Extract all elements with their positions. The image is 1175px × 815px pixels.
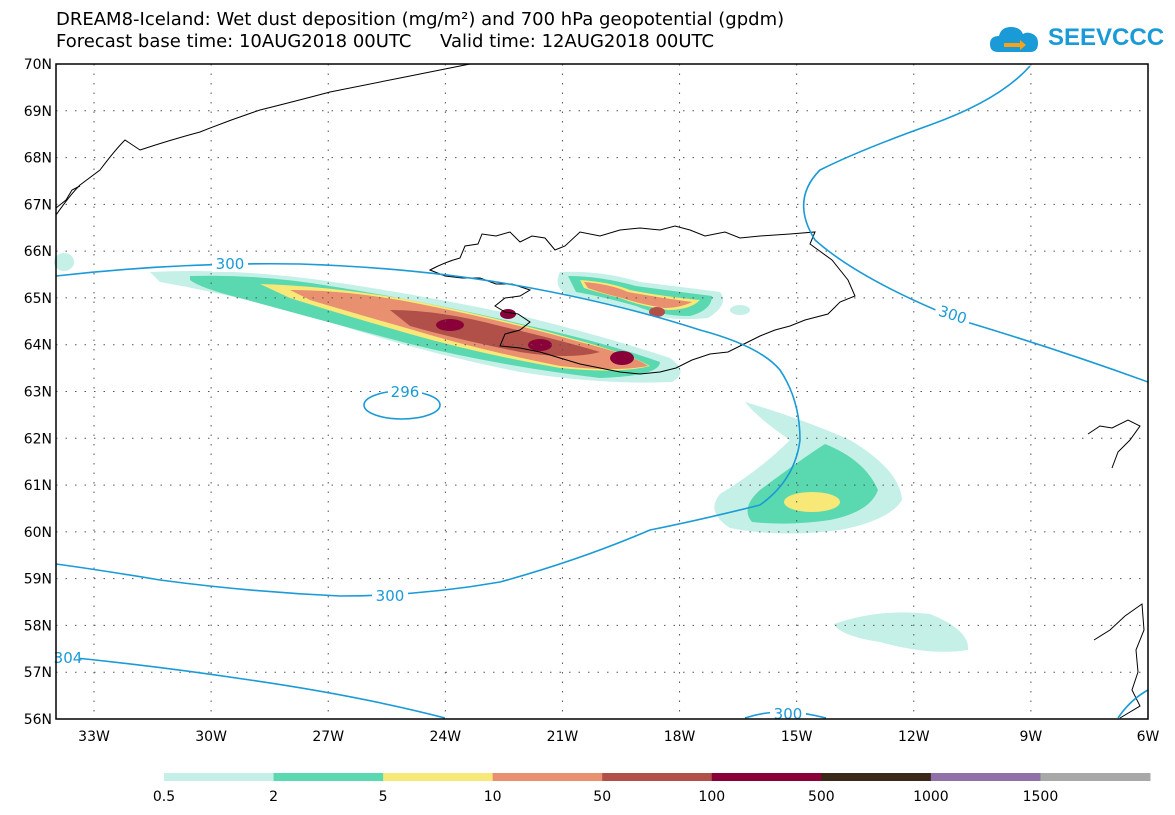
colorbar-label: 2: [269, 789, 278, 805]
lat-label: 69N: [24, 104, 52, 120]
lat-label: 67N: [24, 197, 52, 213]
colorbar: 0.5 2 5 10 50 100 500 1000 1500: [153, 773, 1151, 805]
lon-label: 18W: [664, 729, 696, 745]
contour-label: 304: [54, 649, 83, 667]
coastlines: [55, 63, 1145, 719]
colorbar-label: 500: [808, 789, 835, 805]
latitude-labels: 70N 69N 68N 67N 66N 65N 64N 63N 62N 61N 60N 59N 58N 5…: [24, 57, 52, 728]
cloud-icon: [990, 27, 1038, 52]
lon-label: 33W: [78, 729, 110, 745]
colorbar-swatch: [821, 773, 932, 781]
lat-label: 68N: [24, 151, 52, 167]
lat-label: 65N: [24, 291, 52, 307]
map-frame: [55, 63, 1149, 720]
colorbar-swatch: [930, 773, 1041, 781]
colorbar-swatch: [492, 773, 603, 781]
longitude-labels: 33W 30W 27W 24W 21W 18W 15W 12W 9W 6W: [78, 729, 1159, 745]
colorbar-swatch: [383, 773, 494, 781]
lon-label: 24W: [429, 729, 461, 745]
contour-label: 296: [391, 383, 420, 401]
lat-label: 59N: [24, 572, 52, 588]
contour-label: 300: [376, 587, 405, 605]
colorbar-label: 1000: [913, 789, 949, 805]
lon-label: 9W: [1020, 729, 1043, 745]
contour-label: 300: [216, 255, 245, 273]
lat-label: 60N: [24, 525, 52, 541]
lat-label: 64N: [24, 338, 52, 354]
lon-label: 15W: [781, 729, 813, 745]
colorbar-label: 5: [379, 789, 388, 805]
lat-label: 61N: [24, 478, 52, 494]
geopotential-contours: [55, 65, 1149, 719]
lon-label: 27W: [312, 729, 344, 745]
colorbar-swatch: [602, 773, 713, 781]
lat-label: 57N: [24, 665, 52, 681]
logo-text: SEEVCCC: [1048, 24, 1165, 51]
lon-label: 21W: [547, 729, 579, 745]
lat-label: 58N: [24, 618, 52, 634]
colorbar-swatch: [164, 773, 275, 781]
lat-label: 70N: [24, 57, 52, 73]
lat-label: 56N: [24, 712, 52, 728]
lat-label: 63N: [24, 385, 52, 401]
lon-label: 30W: [195, 729, 227, 745]
contour-label: 300: [774, 705, 803, 723]
lon-label: 6W: [1137, 729, 1160, 745]
colorbar-label: 0.5: [153, 789, 175, 805]
colorbar-label: 1500: [1023, 789, 1059, 805]
lat-label: 66N: [24, 244, 52, 260]
chart-title: DREAM8-Iceland: Wet dust deposition (mg/…: [56, 9, 785, 30]
colorbar-label: 100: [698, 789, 725, 805]
lat-label: 62N: [24, 431, 52, 447]
colorbar-swatch: [273, 773, 384, 781]
colorbar-swatch: [1040, 773, 1151, 781]
lon-label: 12W: [898, 729, 930, 745]
colorbar-swatch: [711, 773, 822, 781]
map-grid: [56, 64, 1148, 719]
colorbar-label: 10: [484, 789, 502, 805]
chart-subtitle: Forecast base time: 10AUG2018 00UTC Vali…: [56, 31, 715, 52]
colorbar-label: 50: [593, 789, 611, 805]
contour-label: 300: [936, 302, 969, 328]
